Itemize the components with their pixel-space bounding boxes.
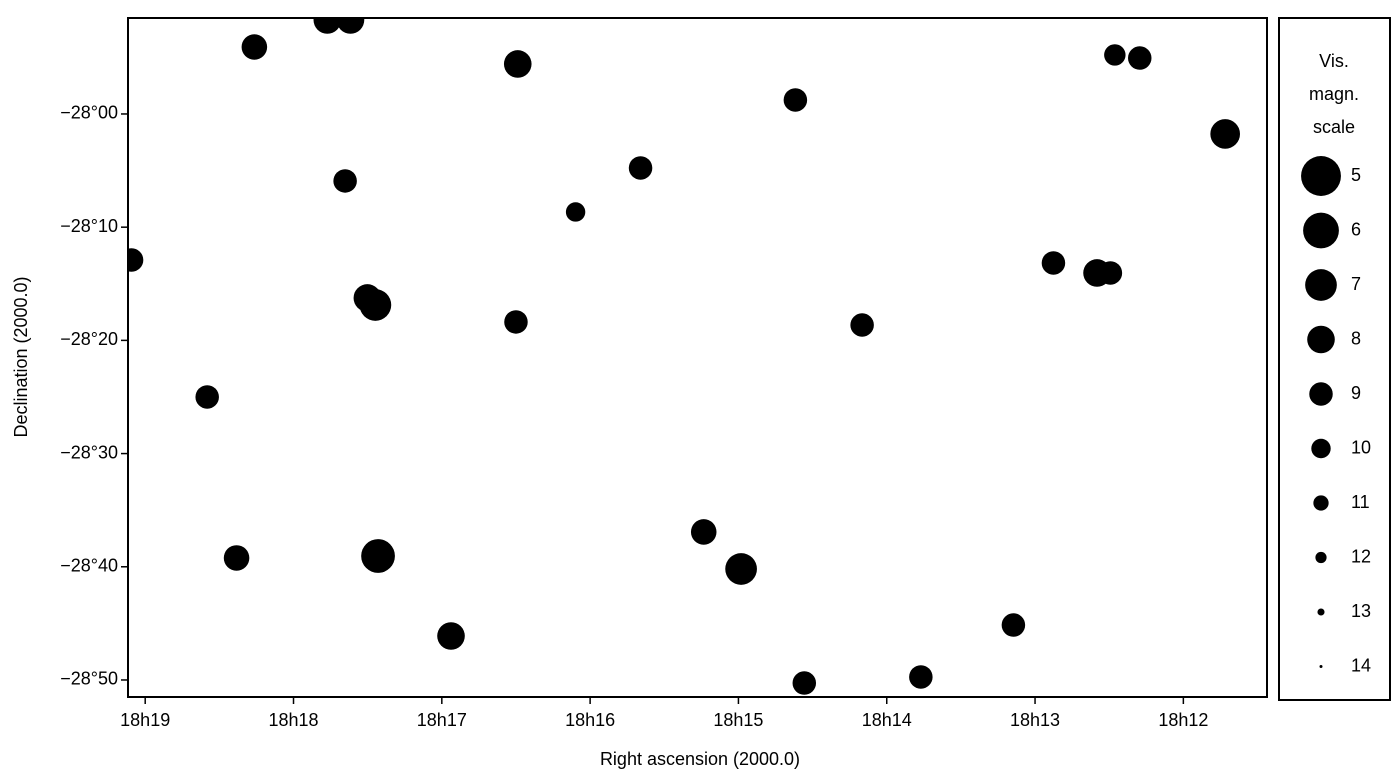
y-tick-label: −28°50	[60, 669, 118, 689]
plot-frame	[127, 17, 1268, 698]
x-tick-label: 18h15	[713, 710, 763, 730]
star	[241, 34, 268, 60]
y-tick-label: −28°30	[60, 442, 118, 462]
star	[336, 18, 365, 34]
star	[1098, 261, 1123, 285]
star	[195, 385, 219, 409]
x-tick-label: 18h13	[1010, 710, 1060, 730]
star	[1128, 46, 1152, 70]
y-tick-label: −28°40	[60, 556, 118, 576]
legend-marker	[1313, 495, 1329, 511]
legend-label: 11	[1351, 492, 1370, 512]
legend-label: 14	[1351, 655, 1371, 675]
star	[565, 202, 586, 222]
star	[361, 539, 395, 573]
star	[1210, 119, 1241, 149]
x-tick-label: 18h16	[565, 710, 615, 730]
star	[792, 671, 817, 695]
x-tick-label: 18h17	[417, 710, 467, 730]
legend-marker	[1317, 608, 1325, 616]
star	[313, 18, 342, 34]
y-axis-label: Declination (2000.0)	[11, 276, 31, 437]
legend-marker	[1307, 325, 1335, 354]
star	[128, 248, 144, 272]
star	[783, 88, 808, 112]
x-tick-label: 18h14	[862, 710, 912, 730]
legend-label: 12	[1351, 546, 1371, 566]
y-tick-label: −28°00	[60, 103, 118, 123]
legend-label: 10	[1351, 437, 1371, 457]
legend-label: 7	[1351, 274, 1361, 294]
legend-marker	[1319, 665, 1323, 668]
x-tick-label: 18h18	[268, 710, 318, 730]
y-tick-label: −28°10	[60, 216, 118, 236]
star-field	[128, 18, 1241, 695]
legend-marker	[1309, 382, 1333, 406]
legend-marker	[1301, 156, 1341, 196]
legend-marker	[1315, 551, 1327, 564]
star	[1001, 613, 1026, 637]
legend-box	[1278, 17, 1391, 701]
x-axis-label: Right ascension (2000.0)	[600, 749, 800, 769]
legend-marker	[1305, 269, 1337, 301]
legend-marker	[1303, 212, 1339, 249]
star	[437, 622, 465, 650]
star	[628, 156, 653, 180]
legend-label: 8	[1351, 328, 1361, 348]
legend-label: 9	[1351, 383, 1361, 403]
x-tick-label: 18h12	[1158, 710, 1208, 730]
star	[1104, 44, 1126, 66]
x-tick-label: 18h19	[120, 710, 170, 730]
star	[223, 545, 250, 571]
star	[353, 284, 382, 312]
star	[725, 553, 757, 585]
star	[850, 313, 874, 337]
star	[909, 665, 933, 689]
legend-title: scale	[1313, 117, 1355, 137]
legend-label: 5	[1351, 165, 1361, 185]
star	[503, 50, 532, 78]
legend-marker	[1311, 438, 1331, 459]
legend-title: magn.	[1309, 84, 1359, 104]
legend-label: 13	[1351, 601, 1371, 621]
star	[690, 519, 717, 545]
legend-label: 6	[1351, 219, 1361, 239]
star	[1041, 251, 1066, 275]
star	[333, 169, 357, 193]
star	[504, 310, 528, 334]
y-tick-label: −28°20	[60, 329, 118, 349]
legend-title: Vis.	[1319, 51, 1349, 71]
